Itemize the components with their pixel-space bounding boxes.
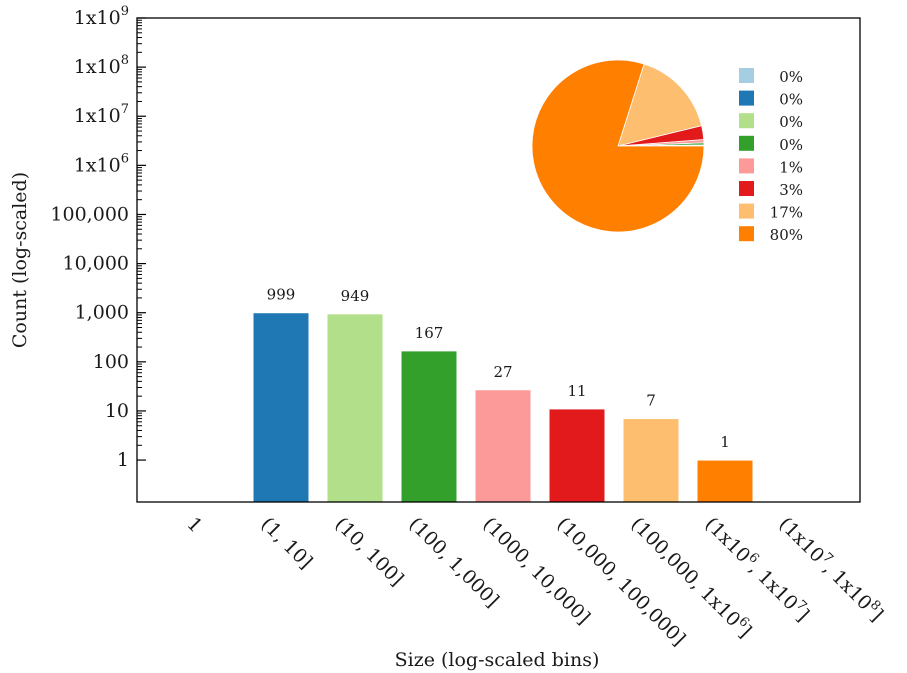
data-label: 999 <box>267 286 296 304</box>
legend-swatch <box>739 135 754 151</box>
bar <box>474 389 532 503</box>
legend-label: 0% <box>779 91 803 109</box>
data-label: 7 <box>646 392 656 410</box>
x-axis-title: Size (log-scaled bins) <box>395 649 600 671</box>
legend-label: 3% <box>779 181 803 199</box>
legend-swatch <box>739 113 754 129</box>
bars <box>252 312 754 503</box>
y-tick-label: 1x109 <box>74 4 129 29</box>
legend-swatch <box>739 181 754 196</box>
y-tick-label: 1,000 <box>75 302 129 324</box>
bar <box>548 408 606 503</box>
inset-pie <box>531 59 705 233</box>
legend-label: 0% <box>779 136 803 154</box>
bar <box>252 312 310 503</box>
legend-swatch <box>739 90 754 106</box>
y-tick-label: 1x108 <box>74 53 129 78</box>
data-label: 1 <box>720 433 730 451</box>
x-tick-label: 1 <box>182 513 206 537</box>
y-tick-label: 100 <box>93 351 129 373</box>
legend-label: 0% <box>779 68 803 86</box>
x-tick-label: (10,000, 100,000] <box>552 513 689 650</box>
bar <box>400 350 458 503</box>
y-axis-ticks: 1 10 100 1,000 10,000 100,000 1x106 1x107 1x108 1… <box>50 4 146 471</box>
data-label: 11 <box>567 382 586 400</box>
bar <box>622 418 680 503</box>
x-axis-ticks: 1 (1, 10] (10, 100](100, 1,000](1000, 10,0… <box>182 512 887 650</box>
legend-swatch <box>739 203 754 219</box>
y-tick-label: 1x107 <box>74 102 129 127</box>
data-label: 27 <box>493 363 512 381</box>
plot-frame <box>136 17 861 503</box>
data-label: 167 <box>415 324 444 342</box>
legend-label: 1% <box>779 158 803 176</box>
y-axis-title: Count (log-scaled) <box>9 172 31 348</box>
legend-swatch <box>739 158 754 174</box>
data-labels: 999 949 167 27 11 7 1 <box>267 286 730 451</box>
y-tick-label: 10,000 <box>63 253 129 275</box>
bar <box>326 313 384 503</box>
legend-swatch <box>739 68 754 83</box>
y-tick-label: 1x106 <box>74 151 129 176</box>
legend-label: 80% <box>770 226 803 244</box>
bar <box>696 459 754 503</box>
pie-slice <box>531 59 705 233</box>
legend-swatch <box>739 226 754 242</box>
data-label: 949 <box>341 287 370 305</box>
legend-label: 17% <box>770 204 803 222</box>
x-tick-label: (100,000, 1x106] <box>626 512 757 643</box>
x-tick-label: (1, 10] <box>256 513 316 573</box>
y-tick-label: 10 <box>105 400 129 422</box>
y-tick-label: 1 <box>117 449 129 471</box>
pie-legend: 0% 0% 0% 0% 1% 3% 17% 80% <box>739 68 803 244</box>
pie-slice <box>617 63 703 147</box>
legend-label: 0% <box>779 113 803 131</box>
y-tick-label: 100,000 <box>50 203 129 225</box>
x-tick-label: (10, 100] <box>330 513 407 590</box>
